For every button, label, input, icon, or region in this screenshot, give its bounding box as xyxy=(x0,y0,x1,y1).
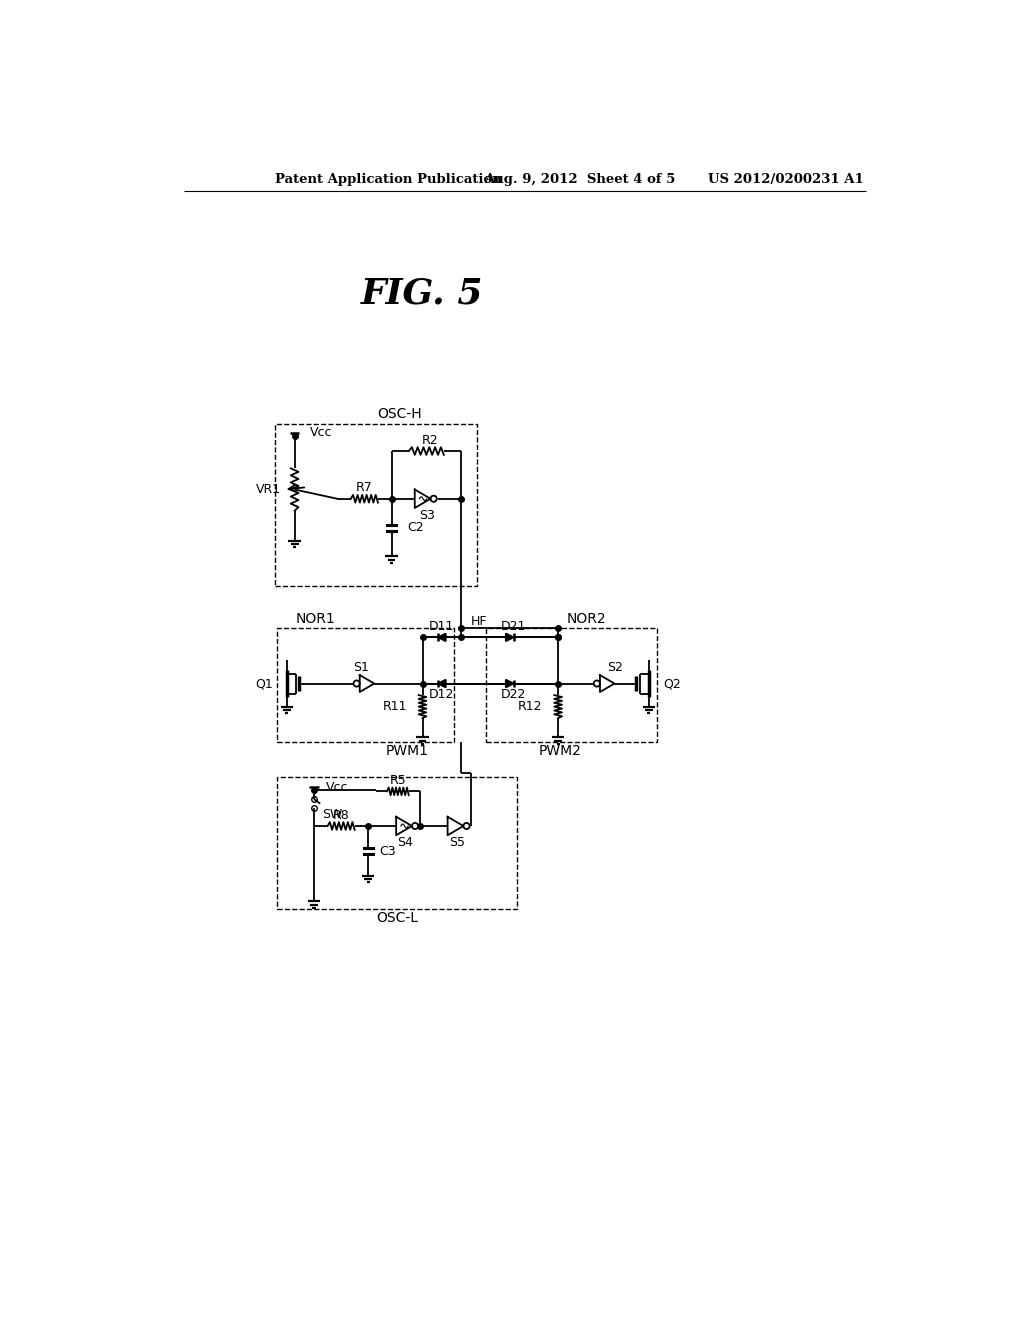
Text: D21: D21 xyxy=(501,620,526,634)
Text: Patent Application Publication: Patent Application Publication xyxy=(275,173,502,186)
Text: D12: D12 xyxy=(429,688,455,701)
Text: HF: HF xyxy=(471,615,487,628)
Text: R12: R12 xyxy=(518,700,543,713)
Polygon shape xyxy=(506,634,514,642)
Bar xyxy=(276,776,517,909)
Text: R8: R8 xyxy=(333,809,349,822)
Text: S3: S3 xyxy=(419,510,435,523)
Text: VR1: VR1 xyxy=(256,483,281,496)
Text: Q1: Q1 xyxy=(255,677,273,690)
Text: S4: S4 xyxy=(397,837,414,850)
Polygon shape xyxy=(506,680,514,688)
Text: SW: SW xyxy=(322,808,342,821)
Text: S1: S1 xyxy=(353,661,370,675)
Text: D11: D11 xyxy=(429,620,455,634)
Text: NOR1: NOR1 xyxy=(296,612,336,626)
Text: C2: C2 xyxy=(407,521,424,535)
Text: R11: R11 xyxy=(383,700,407,713)
Text: US 2012/0200231 A1: US 2012/0200231 A1 xyxy=(708,173,863,186)
Text: OSC-H: OSC-H xyxy=(377,407,422,421)
Text: C3: C3 xyxy=(379,845,395,858)
Bar xyxy=(275,424,477,586)
Text: D22: D22 xyxy=(501,688,526,701)
Text: Vcc: Vcc xyxy=(310,426,333,440)
Text: PWM2: PWM2 xyxy=(539,744,582,758)
Polygon shape xyxy=(438,634,445,642)
Text: R2: R2 xyxy=(422,434,438,446)
Text: PWM1: PWM1 xyxy=(385,744,428,758)
Text: NOR2: NOR2 xyxy=(567,612,606,626)
Text: R5: R5 xyxy=(389,774,407,787)
Text: OSC-L: OSC-L xyxy=(376,911,418,925)
Bar xyxy=(276,628,454,742)
Text: Q2: Q2 xyxy=(663,677,681,690)
Text: R7: R7 xyxy=(356,482,373,495)
Polygon shape xyxy=(438,680,445,688)
Text: S5: S5 xyxy=(449,837,465,850)
Bar xyxy=(486,628,656,742)
Text: Vcc: Vcc xyxy=(326,781,348,795)
Text: Aug. 9, 2012  Sheet 4 of 5: Aug. 9, 2012 Sheet 4 of 5 xyxy=(484,173,676,186)
Text: FIG. 5: FIG. 5 xyxy=(361,276,483,310)
Text: S2: S2 xyxy=(607,661,623,675)
